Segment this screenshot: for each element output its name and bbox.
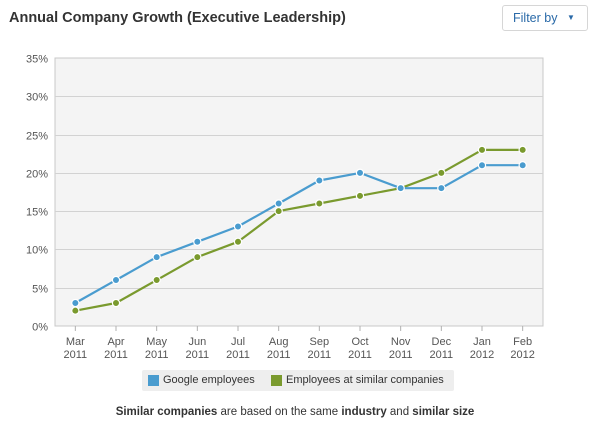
legend-label: Google employees: [163, 374, 255, 386]
y-tick-label: 0%: [32, 322, 48, 334]
footnote-bold-similar-companies: Similar companies: [115, 406, 218, 418]
x-tick-label: Nov: [391, 336, 411, 348]
legend-swatch: [148, 375, 159, 386]
x-tick-label: Dec: [432, 336, 452, 348]
x-tick-label: Oct: [351, 336, 368, 348]
x-tick-label-year: 2011: [145, 349, 169, 361]
caret-down-icon: ▼: [567, 13, 575, 22]
x-tick-label: Jun: [188, 336, 206, 348]
x-tick-label: Aug: [269, 336, 289, 348]
x-tick-label: Apr: [107, 336, 124, 348]
y-tick-label: 20%: [26, 169, 48, 181]
data-point: [233, 222, 243, 231]
y-tick-label: 10%: [26, 245, 48, 257]
chart-legend: Google employees Employees at similar co…: [142, 370, 454, 391]
data-point: [437, 168, 446, 178]
x-tick-label-year: 2012: [510, 349, 534, 361]
data-point: [233, 237, 243, 246]
x-tick-label-year: 2011: [226, 349, 250, 361]
footnote-bold-industry: industry: [341, 406, 387, 418]
data-point: [518, 145, 527, 155]
x-tick-label: Feb: [513, 336, 532, 348]
footnote-text: are based on the same: [217, 406, 342, 418]
x-tick-label-year: 2011: [64, 349, 88, 361]
data-point: [193, 237, 202, 246]
line-chart: 0% 5% 10% 15% 20% 25% 30% 35% Mar 2011 Apr 2011 May 2…: [0, 40, 590, 430]
chart-title: Annual Company Growth (Executive Leaders…: [9, 10, 346, 26]
x-tick-label-year: 2011: [430, 349, 454, 361]
chart-canvas: 0%5%10%15%20%25%30%35%Mar2011Apr2011May2…: [26, 54, 544, 361]
filter-by-label: Filter by: [513, 11, 558, 25]
chart-header: Annual Company Growth (Executive Leaders…: [0, 0, 590, 40]
data-point: [518, 160, 527, 170]
series-line: [74, 164, 523, 304]
data-point: [274, 199, 283, 208]
x-tick-label: Sep: [310, 336, 330, 348]
y-tick-label: 5%: [32, 284, 48, 296]
data-point: [152, 252, 161, 262]
x-tick-label-year: 2011: [186, 349, 210, 361]
data-point: [193, 252, 202, 262]
footnote-bold-similar-size: similar size: [412, 406, 475, 418]
x-tick-label: Jul: [231, 336, 245, 348]
y-tick-label: 30%: [26, 92, 48, 104]
data-point: [477, 160, 487, 170]
y-tick-label: 15%: [26, 207, 48, 219]
x-tick-label: Mar: [66, 336, 85, 348]
x-tick-label: May: [146, 336, 167, 348]
x-tick-label-year: 2011: [348, 349, 372, 361]
data-point: [355, 168, 365, 178]
data-point: [274, 206, 283, 216]
data-point: [396, 183, 405, 193]
data-point: [355, 191, 365, 201]
x-tick-label-year: 2012: [470, 349, 494, 361]
data-point: [315, 199, 324, 208]
data-point: [111, 298, 121, 308]
data-point: [477, 145, 487, 155]
x-tick-label-year: 2011: [104, 349, 128, 361]
data-point: [437, 183, 446, 193]
x-tick-label-year: 2011: [308, 349, 332, 361]
data-point: [315, 176, 324, 185]
data-point: [71, 306, 80, 315]
data-point: [152, 275, 161, 285]
data-point: [71, 298, 80, 308]
y-tick-label: 35%: [26, 54, 48, 66]
y-tick-label: 25%: [26, 131, 48, 143]
x-tick-label: Jan: [473, 336, 491, 348]
x-tick-label-year: 2011: [389, 349, 413, 361]
data-point: [111, 275, 121, 285]
legend-label: Employees at similar companies: [286, 374, 444, 386]
chart-footnote: Similar companies are based on the same …: [0, 406, 590, 418]
filter-by-button[interactable]: Filter by ▼: [502, 5, 588, 31]
legend-swatch: [271, 375, 282, 386]
footnote-text: and: [386, 406, 413, 418]
x-tick-label-year: 2011: [267, 349, 291, 361]
series-line: [75, 148, 523, 312]
